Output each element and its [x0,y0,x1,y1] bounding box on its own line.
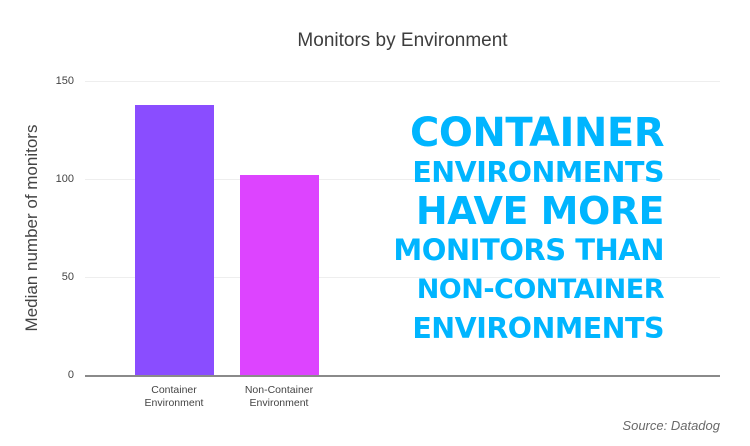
callout-annotation: CONTAINER ENVIRONMENTS HAVE MORE MONITOR… [374,110,665,348]
callout-line: HAVE MORE [415,189,665,233]
bar-container-environment [135,104,214,375]
gridline-100 [85,179,720,180]
y-tick-0: 0 [67,369,74,381]
y-tick-100: 100 [55,173,74,185]
x-label-line: Environment [144,397,204,409]
callout-line: ENVIRONMENTS [412,312,664,345]
callout-line: CONTAINER [410,110,664,156]
callout-line: MONITORS THAN [393,233,664,267]
callout-line: ENVIRONMENTS [412,156,664,189]
gridline-150 [85,81,720,82]
callout-line: NON-CONTAINER [416,274,665,305]
y-tick-150: 150 [55,75,74,87]
gridline-50 [85,277,720,278]
x-label-line: Non-Container [244,384,314,396]
x-label-line: Container [151,384,197,396]
x-label-non-container-environment: Non-Container Environment [224,384,334,410]
x-label-line: Environment [249,397,309,409]
y-tick-50: 50 [61,271,74,283]
source-note: Source: Datadog [622,418,720,433]
bar-non-container-environment [240,175,319,375]
chart-title: Monitors by Environment [297,30,508,51]
x-axis-baseline [85,375,720,377]
y-axis-label: Median number of monitors [22,124,41,332]
x-label-container-environment: Container Environment [119,384,229,410]
